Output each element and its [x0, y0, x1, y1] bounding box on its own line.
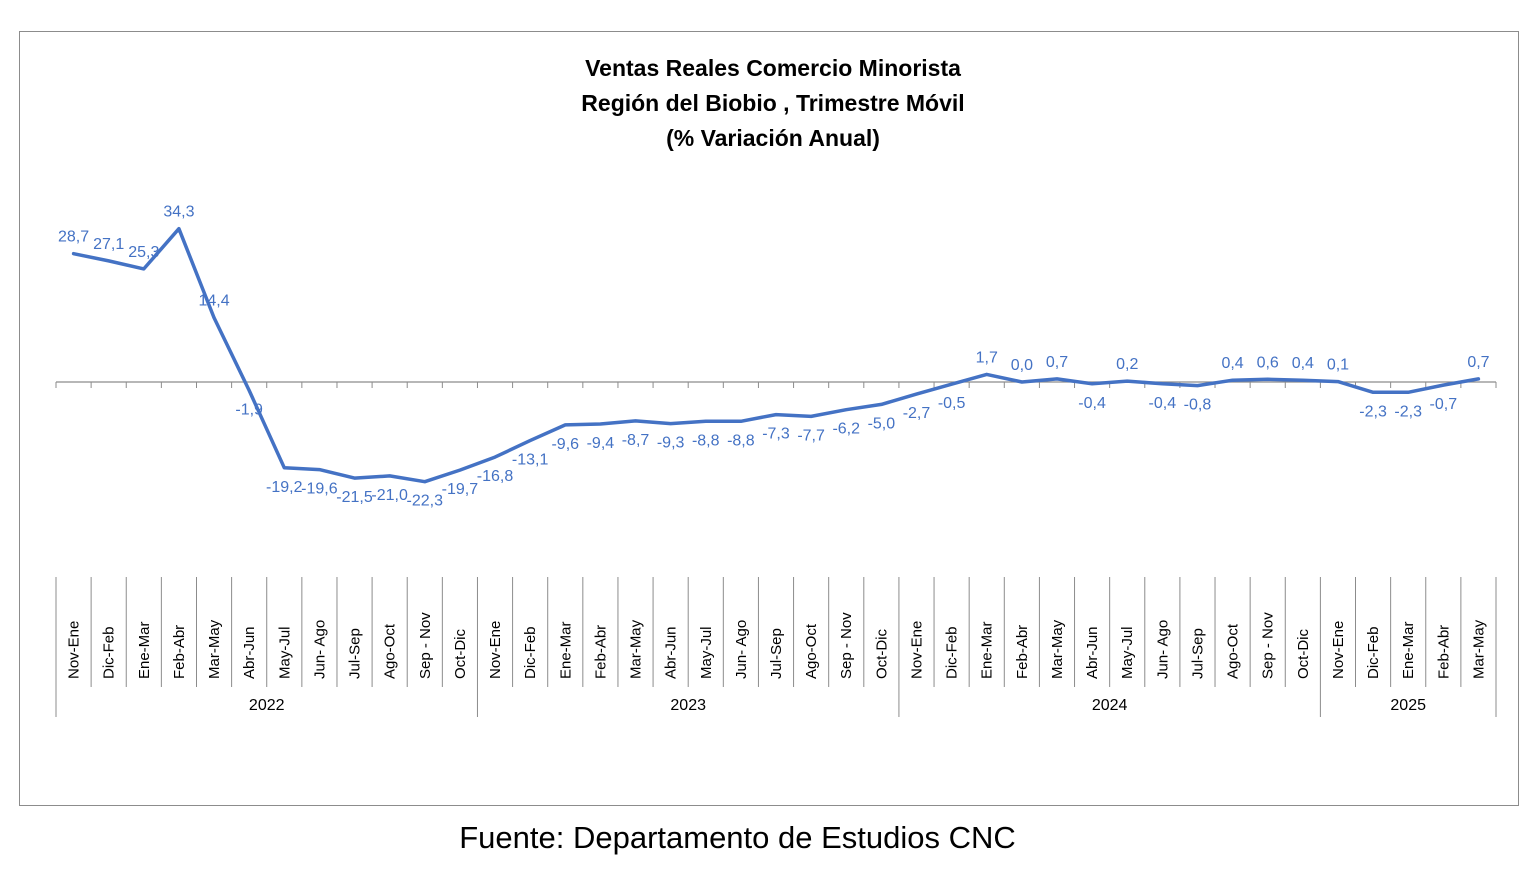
data-label: -22,3	[407, 493, 444, 510]
chart-title-line: Región del Biobio , Trimestre Móvil	[581, 90, 964, 116]
data-label: 25,3	[128, 244, 159, 261]
data-label: 0,1	[1327, 357, 1349, 374]
x-tick-label: May-Jul	[698, 626, 715, 679]
data-label: -19,7	[442, 481, 479, 498]
series-line-group	[71, 226, 1481, 484]
x-tick-label: May-Jul	[1119, 626, 1136, 679]
x-tick-label: Ene-Mar	[557, 621, 574, 679]
data-labels: 28,7 27,1 25,334,314,4-1,9-19,2-19,6-21,5-…	[58, 204, 1490, 510]
data-label: 0,2	[1116, 356, 1138, 373]
x-tick-label: Mar-May	[1470, 619, 1487, 679]
data-label: 0,6	[1257, 354, 1279, 371]
x-tick-label: Ago-Oct	[803, 623, 820, 679]
data-label: -0,8	[1184, 397, 1212, 414]
x-tick-label: Nov-Ene	[908, 621, 925, 679]
x-tick-label: Ene-Mar	[1400, 621, 1417, 679]
x-tick-label: Jul-Sep	[1189, 628, 1206, 679]
x-tick-label: Dic-Feb	[944, 626, 961, 679]
x-tick-label: Dic-Feb	[101, 626, 118, 679]
x-tick-label: Sep - Nov	[417, 612, 434, 679]
data-label: -21,5	[336, 489, 373, 506]
data-label: -6,2	[832, 421, 860, 438]
data-label: -2,7	[903, 405, 931, 422]
x-tick-label: Abr-Jun	[663, 626, 680, 679]
data-label: 14,4	[198, 293, 229, 310]
x-tick-label: Feb-Abr	[171, 625, 188, 679]
x-axis	[55, 381, 1497, 717]
x-tick-label: Oct-Dic	[1295, 629, 1312, 679]
data-label: -0,4	[1078, 395, 1106, 412]
chart-frame: Ventas Reales Comercio Minorista Región d…	[19, 31, 1519, 806]
data-label: 0,4	[1221, 355, 1243, 372]
x-tick-label: Ago-Oct	[382, 623, 399, 679]
x-tick-label: Nov-Ene	[1330, 621, 1347, 679]
x-tick-label: Mar-May	[628, 619, 645, 679]
data-label: -13,1	[512, 452, 549, 469]
data-label: -9,3	[657, 435, 685, 452]
data-label: 34,3	[163, 204, 194, 221]
data-label: 1,7	[976, 349, 998, 366]
data-label: -0,5	[938, 395, 966, 412]
data-label: -9,4	[587, 435, 615, 452]
chart-title-line: (% Variación Anual)	[666, 125, 880, 151]
data-label: -2,3	[1359, 403, 1387, 420]
year-label: 2024	[1092, 697, 1128, 714]
x-tick-label: Abr-Jun	[241, 626, 258, 679]
year-group-labels: 2022 2023 2024 2025	[249, 697, 1426, 714]
data-label: -2,3	[1394, 403, 1422, 420]
x-tick-label: Sep - Nov	[838, 612, 855, 679]
x-tick-label: Nov-Ene	[66, 621, 83, 679]
data-label: -8,7	[622, 432, 650, 449]
x-tick-label: Mar-May	[206, 619, 223, 679]
data-label: -1,9	[235, 401, 263, 418]
x-tick-label: Ene-Mar	[136, 621, 153, 679]
x-tick-label: Ene-Mar	[979, 621, 996, 679]
x-tick-label: Sep - Nov	[1260, 612, 1277, 679]
data-label: -7,3	[762, 426, 790, 443]
data-label: -5,0	[868, 415, 896, 432]
x-tick-label: Feb-Abr	[592, 625, 609, 679]
x-tick-label: Nov-Ene	[487, 621, 504, 679]
chart-title-line: Ventas Reales Comercio Minorista	[585, 55, 961, 81]
year-label: 2023	[670, 697, 706, 714]
x-tick-label: Oct-Dic	[452, 629, 469, 679]
data-label: 28,7	[58, 229, 89, 246]
data-label: 27,1	[93, 236, 124, 253]
data-label: -19,6	[301, 481, 338, 498]
year-label: 2025	[1390, 697, 1426, 714]
data-label: -9,6	[551, 436, 579, 453]
x-tick-label: Dic-Feb	[522, 626, 539, 679]
x-tick-label: Feb-Abr	[1014, 625, 1031, 679]
chart-title: Ventas Reales Comercio Minorista Región d…	[581, 55, 964, 151]
data-label: -0,7	[1430, 396, 1458, 413]
x-tick-label: May-Jul	[276, 626, 293, 679]
data-label: -21,0	[371, 487, 408, 504]
x-tick-label: Jun- Ago	[311, 620, 328, 679]
x-tick-label: Mar-May	[1049, 619, 1066, 679]
x-tick-label: Ago-Oct	[1225, 623, 1242, 679]
data-label: -8,8	[692, 432, 720, 449]
x-tick-label: Abr-Jun	[1084, 626, 1101, 679]
x-tick-label: Feb-Abr	[1435, 625, 1452, 679]
x-tick-label: Jun- Ago	[1154, 620, 1171, 679]
data-label: -19,2	[266, 479, 303, 496]
data-label: -0,4	[1149, 395, 1177, 412]
data-label: -16,8	[477, 468, 514, 485]
x-tick-label: Jun- Ago	[733, 620, 750, 679]
x-tick-label: Jul-Sep	[768, 628, 785, 679]
data-label: 0,0	[1011, 357, 1033, 374]
x-tick-label: Dic-Feb	[1365, 626, 1382, 679]
data-label: -8,8	[727, 432, 755, 449]
data-label: 0,7	[1467, 354, 1489, 371]
x-tick-labels: Nov-Ene Dic-Feb Ene-Mar Feb-Abr Mar-May Abr-J…	[66, 612, 1488, 679]
data-label: -7,7	[797, 427, 825, 444]
data-label: 0,7	[1046, 354, 1068, 371]
x-tick-label: Jul-Sep	[347, 628, 364, 679]
x-tick-label: Oct-Dic	[873, 629, 890, 679]
chart-svg: Ventas Reales Comercio Minorista Región d…	[55, 55, 1497, 717]
source-note: Fuente: Departamento de Estudios CNC	[459, 820, 1016, 855]
data-label: 0,4	[1292, 355, 1314, 372]
year-label: 2022	[249, 697, 285, 714]
